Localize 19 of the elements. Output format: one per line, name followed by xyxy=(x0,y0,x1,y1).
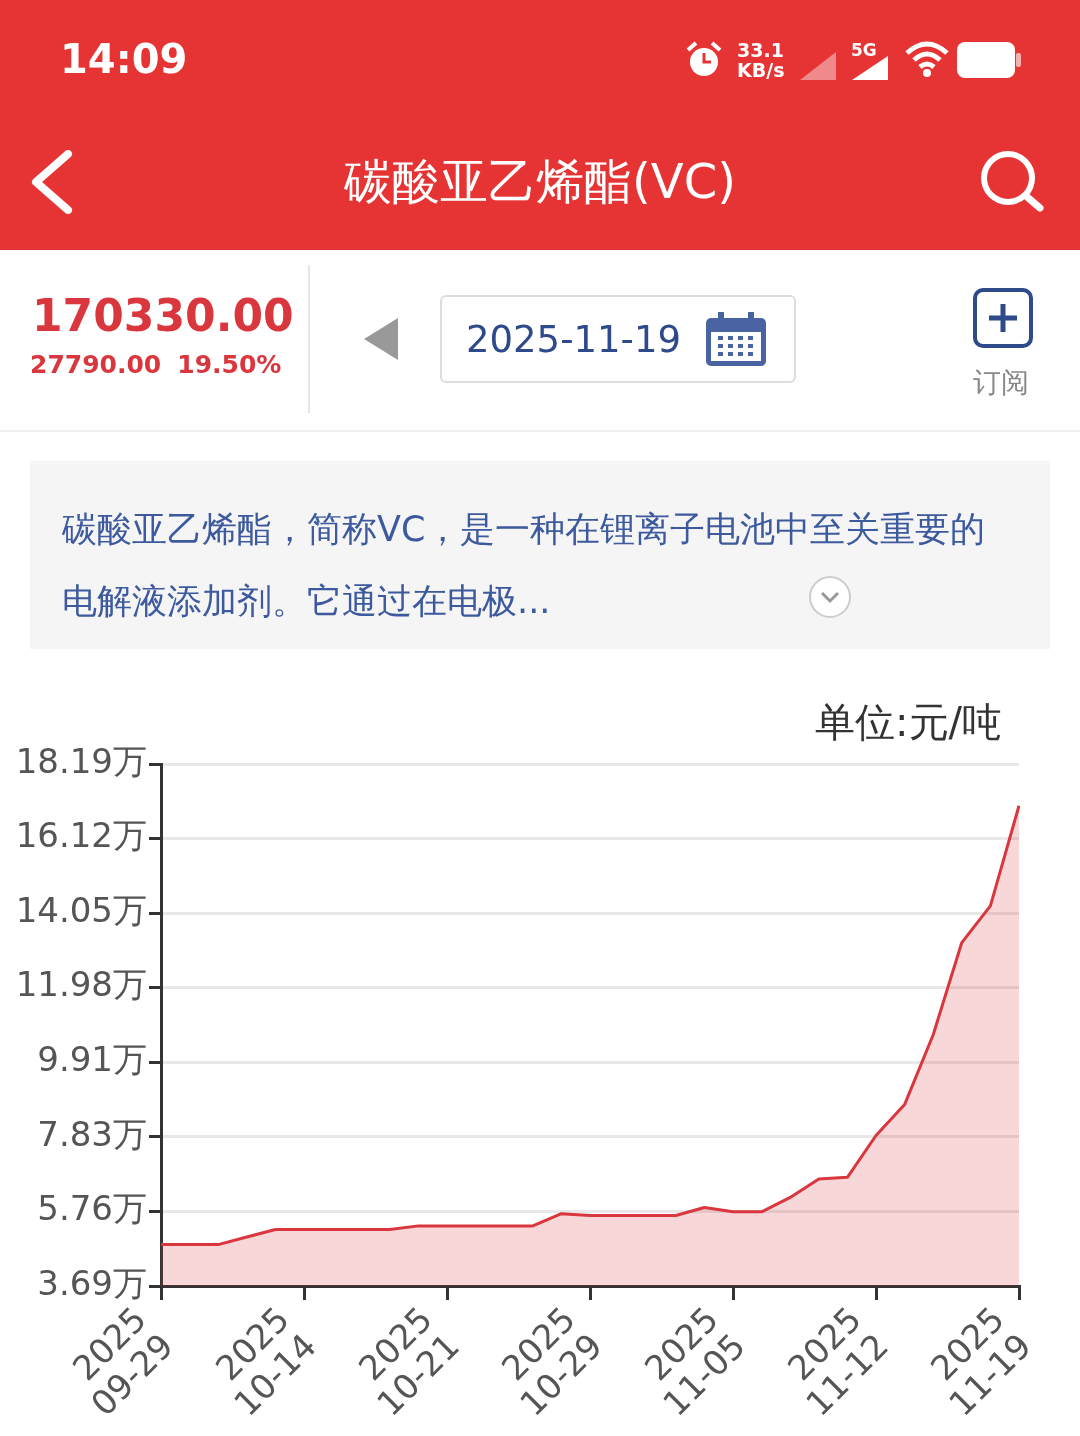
y-tick-label: 7.83万 xyxy=(37,1113,147,1154)
y-tick-label: 3.69万 xyxy=(37,1262,147,1303)
text: 19.50% xyxy=(177,350,282,379)
text: 订阅 xyxy=(973,365,1029,401)
text: 5G xyxy=(851,40,877,60)
chart-subtitle: 碳酸亚乙烯酯，简称VC，是一种在锂离子电池中至关重要的电解液添加剂。它通过在电极... xyxy=(62,508,987,623)
text: 14:09 xyxy=(60,36,188,82)
y-tick-label: 16.12万 xyxy=(15,815,147,856)
text: 33.1 KB/s xyxy=(737,39,786,81)
chart-title: 碳酸亚乙烯酯(VC) xyxy=(343,152,737,211)
y-tick-label: 9.91万 xyxy=(37,1038,147,1079)
text: 2025-11-19 xyxy=(466,318,682,361)
text: 27790.00 xyxy=(30,350,162,379)
y-axis-title: 单位:元/吨 xyxy=(815,698,1002,747)
y-tick-label: 14.05万 xyxy=(15,889,147,930)
text: 170330.00 xyxy=(32,290,294,341)
y-tick-label: 5.76万 xyxy=(37,1188,147,1229)
y-tick-label: 11.98万 xyxy=(15,964,147,1005)
y-tick-label: 18.19万 xyxy=(15,740,147,781)
